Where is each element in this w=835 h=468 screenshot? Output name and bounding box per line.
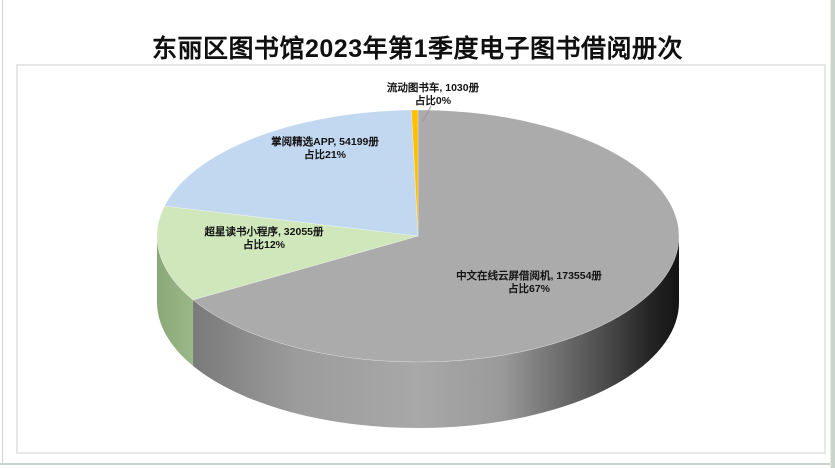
pie-label-line1: 流动图书车, 1030册 [386, 82, 480, 94]
pie-wall-0 [193, 236, 680, 429]
pie-label-line2: 占比12% [242, 239, 286, 251]
pie-label-mobile-bus: 流动图书车, 1030册 占比0% [387, 82, 479, 108]
pie-label-line1: 超星读书小程序, 32055册 [204, 226, 324, 238]
pie-label-chaoxing: 超星读书小程序, 32055册 占比12% [204, 226, 323, 252]
pie-label-zhangyue: 掌阅精选APP, 54199册 占比21% [271, 136, 379, 162]
pie-slice-1[interactable] [156, 205, 419, 301]
pie-label-line2: 占比67% [507, 283, 550, 295]
pie-label-zhongwen-online: 中文在线云屏借阅机, 173554册 占比67% [456, 270, 602, 296]
pie-leader-line [422, 105, 432, 122]
page-edge-right [830, 0, 835, 468]
page-edge-bottom [0, 463, 835, 465]
page-edge-left [2, 0, 3, 464]
pie-label-line1: 掌阅精选APP, 54199册 [271, 136, 379, 148]
pie-wall-1 [157, 236, 194, 366]
pie-label-line1: 中文在线云屏借阅机, 173554册 [456, 270, 602, 282]
pie-slice-3[interactable] [411, 109, 419, 237]
pie-slice-2[interactable] [164, 109, 419, 237]
chart-title: 东丽区图书馆2023年第1季度电子图书借阅册次 [151, 35, 684, 63]
pie-label-line2: 占比0% [414, 95, 452, 107]
pie-slice-0[interactable] [192, 109, 680, 363]
pie-label-line2: 占比21% [303, 149, 346, 161]
